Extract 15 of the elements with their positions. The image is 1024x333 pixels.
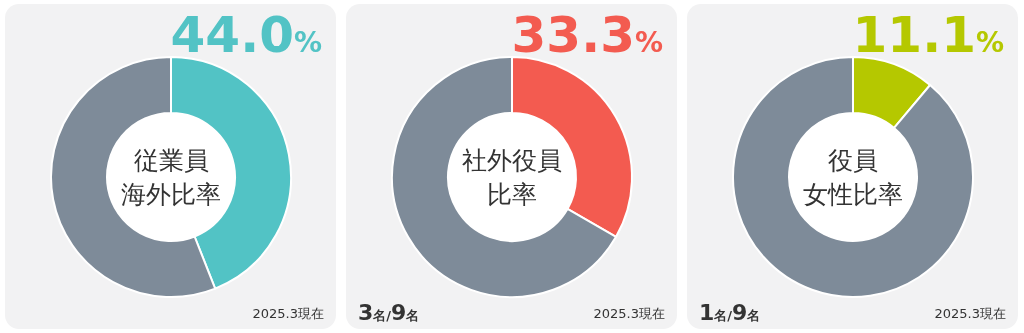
text: 2025.3現在 — [252, 306, 324, 321]
text: 従業員 — [133, 146, 209, 175]
text: 2025.3現在 — [593, 306, 665, 321]
text: 女性比率 — [803, 180, 903, 209]
text: 3名/9名 — [358, 300, 420, 325]
text: 役員 — [828, 146, 878, 175]
data-label: 44.0% — [170, 6, 322, 64]
text: 2025.3現在 — [934, 306, 1006, 321]
donut-slice — [732, 56, 974, 298]
text: 比率 — [487, 180, 537, 209]
text: 海外比率 — [121, 180, 221, 209]
data-label: 33.3% — [511, 6, 663, 64]
text: 社外役員 — [462, 146, 562, 175]
text: 1名/9名 — [699, 300, 761, 325]
data-label: 11.1% — [852, 6, 1004, 64]
